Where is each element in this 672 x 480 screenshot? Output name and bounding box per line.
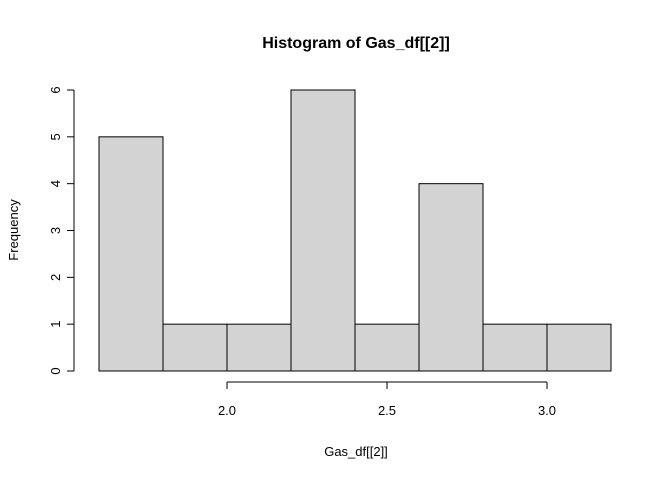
y-tick-label-6: 6	[48, 86, 63, 93]
y-axis-ticks: 0 1 2 3 4 5 6	[48, 86, 74, 375]
y-tick-label-2: 2	[48, 274, 63, 281]
x-tick-label-0: 2.0	[218, 403, 236, 418]
histogram-bar-5	[354, 323, 420, 372]
histogram-bar-8	[546, 323, 612, 372]
y-axis-label: Frequency	[6, 199, 21, 261]
y-tick-label-4: 4	[48, 180, 63, 187]
histogram-bar-1	[98, 136, 164, 372]
histogram-bar-3	[226, 323, 292, 372]
histogram-bar-2	[162, 323, 228, 372]
bars-group	[98, 89, 612, 372]
x-axis-ticks: 2.0 2.5 3.0	[218, 382, 556, 418]
y-tick-label-5: 5	[48, 133, 63, 140]
y-tick-label-3: 3	[48, 227, 63, 234]
chart-title: Histogram of Gas_df[[2]]	[262, 35, 450, 52]
x-tick-label-1: 2.5	[378, 403, 396, 418]
histogram-bar-7	[482, 323, 548, 372]
histogram-bar-4	[290, 89, 356, 372]
histogram-bar-6	[418, 183, 484, 372]
y-tick-label-1: 1	[48, 321, 63, 328]
y-tick-label-0: 0	[48, 367, 63, 374]
x-axis-label: Gas_df[[2]]	[324, 444, 388, 459]
x-tick-label-2: 3.0	[538, 403, 556, 418]
